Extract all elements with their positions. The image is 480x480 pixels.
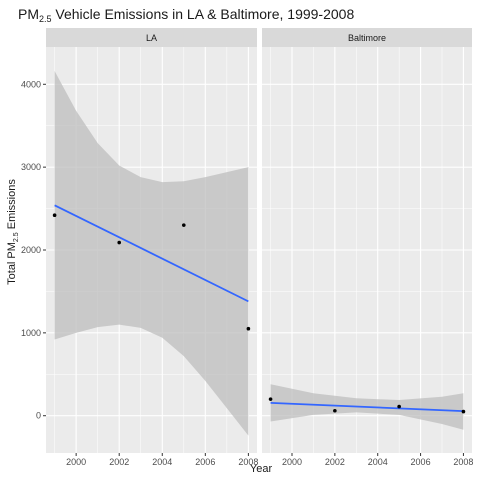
chart-title-sub: 2.5 [39,14,52,24]
y-axis-label-sub: 2.5 [13,232,20,242]
y-tick-label: 4000 [21,79,41,89]
x-tick-label: 2004 [152,457,172,467]
x-tick-label: 2002 [109,457,129,467]
x-tick-label: 2008 [238,457,258,467]
x-tick-label: 2002 [325,457,345,467]
regression-line [54,204,249,303]
x-tick-label: 2000 [66,457,86,467]
data-point [117,240,122,245]
strip-background [46,28,257,47]
x-tick-label: 2004 [368,457,388,467]
y-tick-label: 0 [36,411,41,421]
x-tick-label: 2000 [282,457,302,467]
x-tick-label: 2006 [195,457,215,467]
data-point [397,404,401,409]
y-tick-label: 1000 [21,328,41,338]
x-axis-label: Year [250,463,273,475]
plot-area: LA 2000 2002 2004 2006 2008 0 1000 2000 3000 4000 B… [21,28,473,467]
data-point [52,213,57,217]
panel-la: LA 2000 2002 2004 2006 2008 0 1000 2000 3000 4000 [21,28,258,467]
strip-label: Baltimore [348,33,386,43]
y-axis-label-base: Total PM [6,242,18,285]
x-tick-label: 2008 [453,457,473,467]
strip-background [262,28,472,47]
data-point [246,326,251,331]
chart-title-rest: Vehicle Emissions in LA & Baltimore, 199… [52,6,355,22]
data-point [333,408,337,413]
data-point [461,409,466,414]
data-point [181,223,186,227]
y-axis-label-rest: Emissions [6,179,18,233]
strip-label: LA [146,33,157,43]
regression-line [270,401,464,413]
panel-baltimore: Baltimore 2000 2002 2004 2006 2008 [262,28,473,467]
x-tick-label: 2006 [411,457,431,467]
chart-title: PM2.5 Vehicle Emissions in LA & Baltimor… [18,6,354,24]
chart-title-base: PM [18,6,39,22]
data-point [268,397,273,401]
y-tick-label: 2000 [21,245,41,255]
y-tick-label: 3000 [21,162,41,172]
y-axis-label: Total PM2.5 Emissions [6,179,20,285]
